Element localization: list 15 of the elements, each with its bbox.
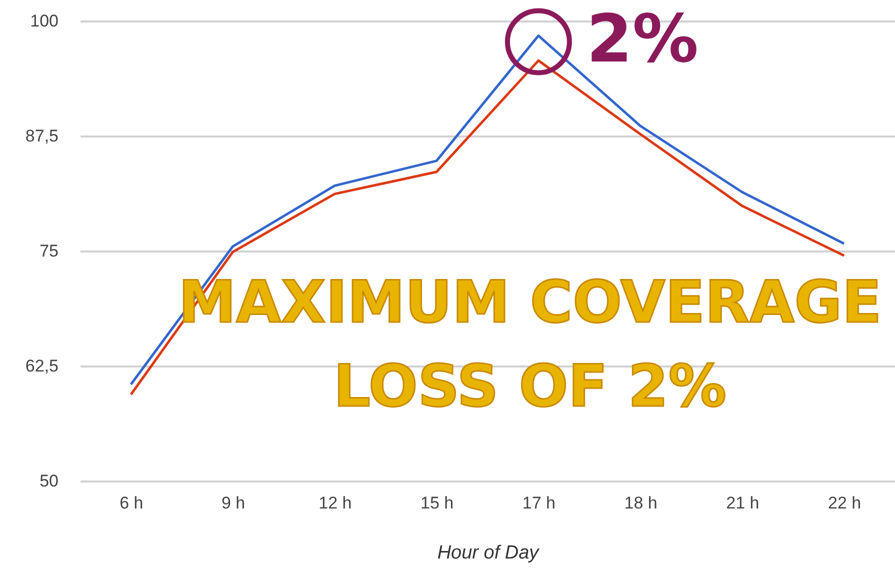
y-tick-label: 62,5 <box>25 356 58 376</box>
x-tick-label: 12 h <box>318 494 352 512</box>
x-tick-label: 17 h <box>522 494 556 512</box>
x-tick-label: 22 h <box>828 494 862 512</box>
x-tick-label: 18 h <box>624 494 658 512</box>
x-tick-label: 6 h <box>120 494 144 512</box>
y-tick-label: 75 <box>40 242 58 260</box>
y-tick-label: 100 <box>30 12 58 30</box>
x-axis-title: Hour of Day <box>437 542 540 564</box>
y-tick-label: 87,5 <box>25 126 58 146</box>
x-tick-label: 15 h <box>420 494 454 512</box>
annotation: 2% <box>586 0 698 78</box>
x-tick-label: 21 h <box>726 494 760 512</box>
y-tick-label: 50 <box>40 472 58 490</box>
x-tick-label: 9 h <box>221 494 246 512</box>
